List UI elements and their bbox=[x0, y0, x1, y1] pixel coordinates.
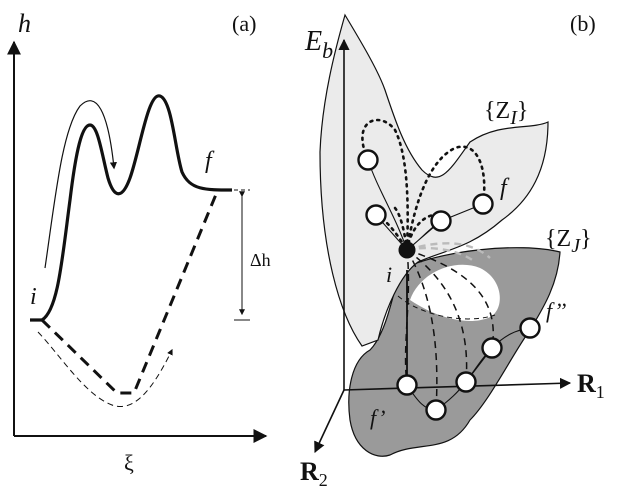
f-double-prime-label: f’’ bbox=[546, 298, 566, 323]
r1-axis-label: R1 bbox=[577, 369, 605, 402]
upper-set-label: {ZI} bbox=[484, 98, 528, 129]
panel-b-label: (b) bbox=[570, 11, 596, 36]
f-prime-label: f’ bbox=[370, 405, 385, 430]
node-lower-f-double-prime bbox=[521, 319, 540, 338]
node-lower-1 bbox=[398, 376, 417, 395]
forward-path-arrow bbox=[45, 101, 114, 268]
panel-a-label: (a) bbox=[232, 11, 256, 36]
y-axis-label: h bbox=[18, 9, 31, 38]
node-lower-4 bbox=[483, 339, 502, 358]
node-lower-2 bbox=[427, 401, 446, 420]
energy-axis-label: Eb bbox=[304, 26, 333, 63]
node-upper-1 bbox=[359, 151, 378, 170]
dashed-path-arrow bbox=[38, 332, 172, 407]
node-initial bbox=[399, 242, 415, 258]
energy-landscape-curve bbox=[30, 96, 232, 320]
node-upper-2 bbox=[367, 206, 386, 225]
initial-state-label: i bbox=[30, 284, 37, 310]
node-upper-f bbox=[474, 195, 493, 214]
final-state-label: f bbox=[205, 148, 215, 174]
node-lower-3 bbox=[457, 373, 476, 392]
r2-axis bbox=[315, 390, 344, 452]
initial-node-label: i bbox=[386, 262, 392, 287]
node-upper-3 bbox=[432, 212, 451, 231]
x-axis-label: ξ bbox=[124, 450, 134, 475]
delta-h-label: Δh bbox=[250, 250, 271, 270]
r2-axis-label: R2 bbox=[300, 457, 328, 487]
panel-a: h (a) f i Δh ξ bbox=[14, 9, 271, 475]
panel-b: (b) bbox=[300, 11, 605, 487]
